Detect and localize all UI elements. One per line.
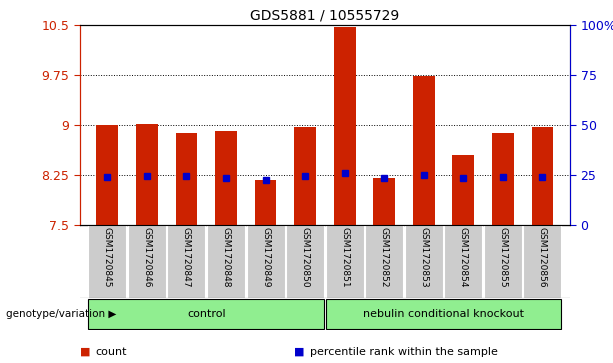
Bar xyxy=(136,124,158,225)
Bar xyxy=(215,131,237,225)
Text: GSM1720851: GSM1720851 xyxy=(340,227,349,288)
Bar xyxy=(294,127,316,225)
Bar xyxy=(254,180,276,225)
Bar xyxy=(365,225,403,298)
Text: genotype/variation ▶: genotype/variation ▶ xyxy=(6,309,116,319)
Text: percentile rank within the sample: percentile rank within the sample xyxy=(310,347,497,357)
Bar xyxy=(88,299,324,329)
Bar xyxy=(492,133,514,225)
Bar xyxy=(413,76,435,225)
Text: GSM1720856: GSM1720856 xyxy=(538,227,547,288)
Bar xyxy=(167,225,205,298)
Bar xyxy=(444,225,482,298)
Text: GSM1720850: GSM1720850 xyxy=(300,227,310,288)
Text: GSM1720853: GSM1720853 xyxy=(419,227,428,288)
Text: nebulin conditional knockout: nebulin conditional knockout xyxy=(363,309,524,319)
Text: GSM1720849: GSM1720849 xyxy=(261,227,270,288)
Bar xyxy=(452,155,474,225)
Text: ■: ■ xyxy=(80,347,94,357)
Text: GSM1720852: GSM1720852 xyxy=(379,227,389,288)
Bar xyxy=(175,133,197,225)
Text: ■: ■ xyxy=(294,347,308,357)
Bar xyxy=(326,225,364,298)
Bar xyxy=(246,225,284,298)
Bar xyxy=(128,225,166,298)
Text: GSM1720848: GSM1720848 xyxy=(221,227,230,288)
Text: GSM1720855: GSM1720855 xyxy=(498,227,508,288)
Bar xyxy=(405,225,443,298)
Text: GSM1720847: GSM1720847 xyxy=(182,227,191,288)
Text: count: count xyxy=(95,347,126,357)
Bar xyxy=(334,27,356,225)
Bar xyxy=(88,225,126,298)
Bar xyxy=(484,225,522,298)
Title: GDS5881 / 10555729: GDS5881 / 10555729 xyxy=(250,9,400,23)
Text: GSM1720846: GSM1720846 xyxy=(142,227,151,288)
Bar xyxy=(531,127,554,225)
Text: GSM1720845: GSM1720845 xyxy=(103,227,112,288)
Bar xyxy=(207,225,245,298)
Bar xyxy=(524,225,562,298)
Bar xyxy=(96,125,118,225)
Bar xyxy=(286,225,324,298)
Text: GSM1720854: GSM1720854 xyxy=(459,227,468,288)
Text: control: control xyxy=(187,309,226,319)
Bar xyxy=(326,299,562,329)
Bar xyxy=(373,179,395,225)
